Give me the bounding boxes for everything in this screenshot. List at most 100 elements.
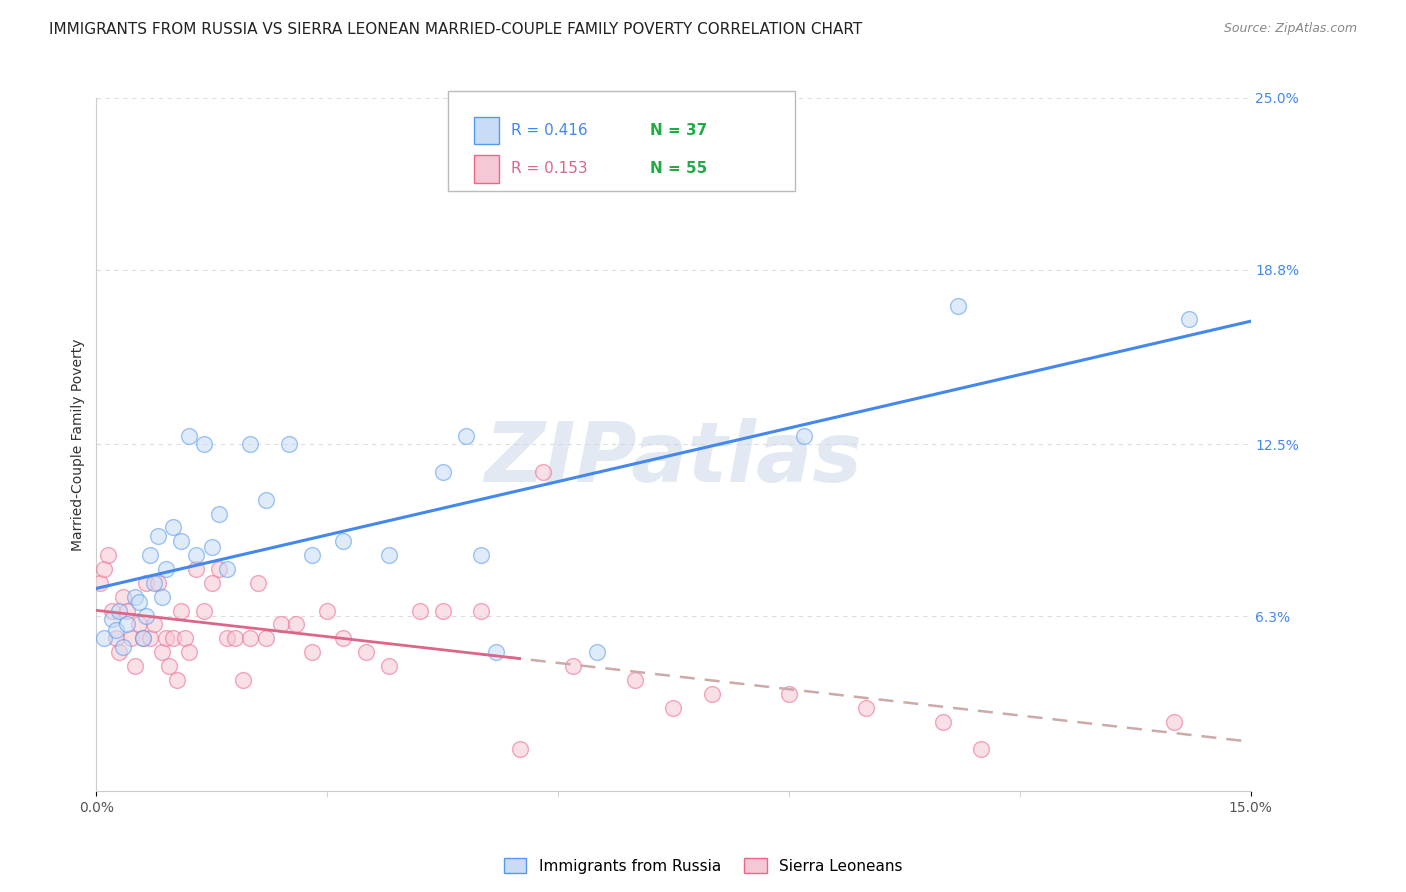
Point [378,659,401,673]
Text: IMMIGRANTS FROM RUSSIA VS SIERRA LEONEAN MARRIED-COUPLE FAMILY POVERTY CORRELATI: IMMIGRANTS FROM RUSSIA VS SIERRA LEONEAN… [49,22,862,37]
Point [112,590,135,604]
FancyBboxPatch shape [474,155,499,183]
Point [89,575,111,590]
Text: ZIPatlas: ZIPatlas [485,417,862,499]
Point [1178,312,1201,326]
Point [948,299,970,313]
Point [150,645,173,659]
Point [186,548,208,562]
Point [170,534,193,549]
Point [354,645,377,659]
Point [224,632,246,646]
Point [104,632,127,646]
Point [793,429,815,443]
Point [135,609,157,624]
Point [100,604,122,618]
Point [408,604,430,618]
Point [778,687,800,701]
Point [177,645,200,659]
Point [131,632,153,646]
Point [855,700,877,714]
Point [93,632,115,646]
Point [239,437,262,451]
Point [162,632,184,646]
Point [108,645,131,659]
Point [470,604,492,618]
Point [139,632,162,646]
Point [246,575,269,590]
Point [432,465,454,479]
Text: R = 0.153: R = 0.153 [510,161,588,177]
Point [332,534,354,549]
Point [700,687,723,701]
Point [232,673,254,687]
Point [239,632,262,646]
Point [139,548,162,562]
Point [662,700,685,714]
Point [277,437,299,451]
Point [155,562,177,576]
Point [301,548,323,562]
Point [193,604,215,618]
Point [131,632,153,646]
Point [201,575,224,590]
Point [173,632,195,646]
Point [124,659,146,673]
Point [316,604,339,618]
Point [562,659,585,673]
Point [104,623,127,637]
Point [254,492,277,507]
Point [208,507,231,521]
Point [254,632,277,646]
Legend: Immigrants from Russia, Sierra Leoneans: Immigrants from Russia, Sierra Leoneans [498,852,908,880]
Point [217,562,239,576]
FancyBboxPatch shape [474,117,499,145]
Point [1163,714,1185,729]
Text: N = 55: N = 55 [651,161,707,177]
Point [332,632,354,646]
Point [115,617,138,632]
Point [454,429,477,443]
Point [217,632,239,646]
Point [120,632,142,646]
Point [285,617,308,632]
Point [432,604,454,618]
Point [624,673,647,687]
Point [509,742,531,756]
Point [128,617,150,632]
Point [108,604,131,618]
Text: Source: ZipAtlas.com: Source: ZipAtlas.com [1223,22,1357,36]
Point [970,742,993,756]
Point [193,437,215,451]
Point [100,612,122,626]
Point [531,465,554,479]
Point [470,548,492,562]
Point [585,645,607,659]
Point [270,617,292,632]
Point [112,640,135,654]
Point [97,548,120,562]
Point [159,659,181,673]
Point [378,548,401,562]
Point [155,632,177,646]
Point [115,604,138,618]
Y-axis label: Married-Couple Family Poverty: Married-Couple Family Poverty [72,338,86,550]
Text: N = 37: N = 37 [651,123,707,138]
Point [128,595,150,609]
Point [177,429,200,443]
Point [135,575,157,590]
Point [124,590,146,604]
Point [186,562,208,576]
Point [146,575,169,590]
Point [170,604,193,618]
Point [143,617,166,632]
Point [932,714,955,729]
Text: R = 0.416: R = 0.416 [510,123,588,138]
Point [201,540,224,554]
Point [162,520,184,534]
Point [93,562,115,576]
Point [143,575,166,590]
Point [301,645,323,659]
FancyBboxPatch shape [449,91,794,191]
Point [146,529,169,543]
